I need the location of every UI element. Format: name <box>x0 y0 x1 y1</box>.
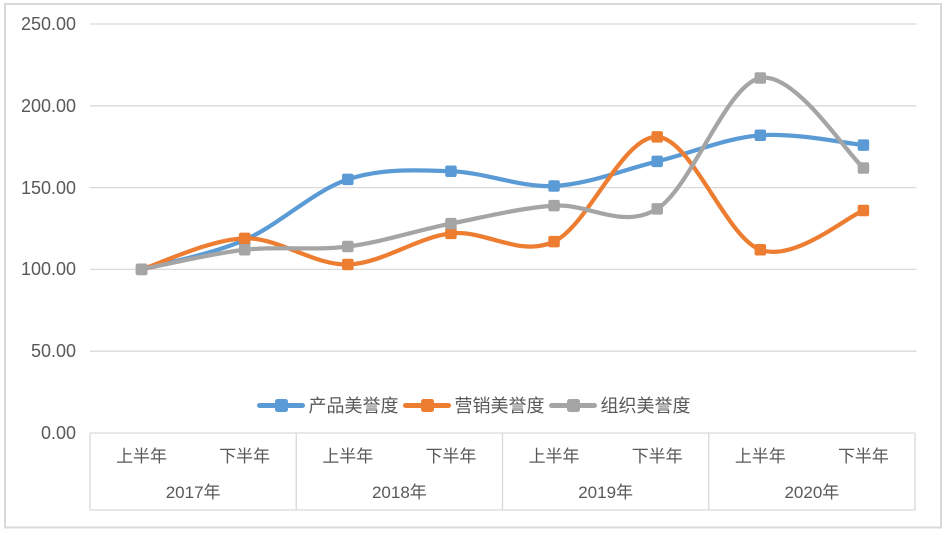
x-tick-year: 2020年 <box>784 483 840 502</box>
data-point-marker <box>548 180 560 192</box>
y-tick-label: 100.00 <box>20 259 76 280</box>
legend-item-0: 产品美誉度 <box>256 392 399 418</box>
legend-square <box>566 398 580 412</box>
data-point-marker <box>754 72 767 84</box>
data-point-marker <box>342 258 354 271</box>
legend-label: 组织美誉度 <box>600 396 691 416</box>
y-tick-label: 200.00 <box>20 95 76 116</box>
data-point-marker <box>857 204 870 217</box>
series-line-0 <box>139 132 866 272</box>
data-point-marker <box>445 227 457 240</box>
data-point-marker <box>857 139 870 151</box>
legend-item-2: 组织美誉度 <box>548 392 691 418</box>
chart-border <box>4 3 942 529</box>
legend-line-marker-icon <box>548 398 597 412</box>
y-tick-label: 50.00 <box>30 341 76 362</box>
x-tick-half-year: 上半年 <box>322 447 374 466</box>
data-point-marker <box>651 155 663 168</box>
legend-label: 营销美誉度 <box>454 396 545 416</box>
series-line-1 <box>139 134 866 272</box>
x-tick-half-year: 下半年 <box>219 447 271 466</box>
x-tick-half-year: 下半年 <box>837 447 889 466</box>
data-point-marker <box>651 131 663 143</box>
x-tick-half-year: 上半年 <box>528 447 580 466</box>
legend: 产品美誉度 营销美誉度 组织美誉度 <box>0 392 947 418</box>
legend-square <box>274 398 288 412</box>
x-tick-half-year: 上半年 <box>116 447 168 466</box>
x-tick-half-year: 上半年 <box>734 447 786 466</box>
data-point-marker <box>342 240 354 253</box>
data-point-marker <box>857 162 870 174</box>
x-tick-half-year: 下半年 <box>425 447 477 466</box>
legend-item-1: 营销美誉度 <box>402 392 545 418</box>
y-tick-label: 250.00 <box>20 14 76 34</box>
data-point-marker <box>548 235 560 248</box>
data-point-marker <box>445 165 457 177</box>
y-tick-label: 150.00 <box>20 177 76 198</box>
data-point-marker <box>754 129 767 141</box>
data-point-marker <box>342 173 354 186</box>
legend-square <box>420 398 434 412</box>
data-point-marker <box>445 217 457 230</box>
legend-line-marker-icon <box>402 398 451 412</box>
x-tick-year: 2018年 <box>371 483 427 502</box>
x-tick-year: 2017年 <box>165 483 221 502</box>
data-point-marker <box>651 203 663 215</box>
data-point-marker <box>548 199 560 212</box>
x-tick-half-year: 下半年 <box>631 447 683 466</box>
data-point-marker <box>754 244 767 256</box>
data-point-marker <box>238 244 251 256</box>
data-point-marker <box>238 232 251 245</box>
data-point-marker <box>135 263 148 276</box>
y-tick-label: 0.00 <box>40 423 76 443</box>
legend-label: 产品美誉度 <box>308 396 399 416</box>
x-tick-year: 2019年 <box>578 483 634 502</box>
legend-line-marker-icon <box>256 398 305 412</box>
